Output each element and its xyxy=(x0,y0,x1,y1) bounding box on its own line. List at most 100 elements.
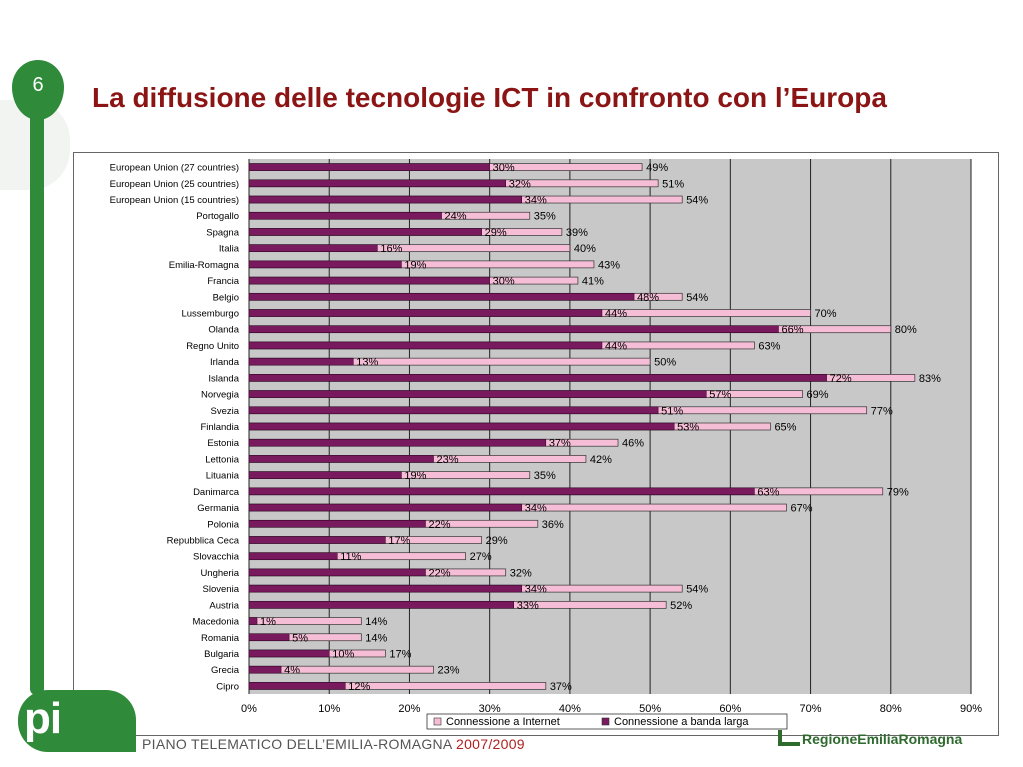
bar-broadband xyxy=(248,438,547,447)
category-label: Slovenia xyxy=(203,584,240,595)
value-label-internet: 43% xyxy=(598,259,620,271)
value-label-internet: 36% xyxy=(542,519,564,531)
x-tick-label: 90% xyxy=(960,703,982,715)
category-label: Slovacchia xyxy=(193,552,240,563)
bar-broadband xyxy=(248,341,603,350)
category-label: Finlandia xyxy=(200,422,239,433)
category-label: Olanda xyxy=(208,325,239,336)
category-label: Germania xyxy=(197,503,239,514)
x-tick-labels: 0% 10% 20% 30% 40% 50% 60% 70% 80% 90% xyxy=(241,703,982,715)
value-label-internet: 17% xyxy=(389,648,411,660)
value-label-broadband: 22% xyxy=(428,567,450,579)
bar-broadband xyxy=(248,374,827,382)
value-label-broadband: 11% xyxy=(340,551,361,563)
region-logo-text: RegioneEmiliaRomagna xyxy=(802,731,963,747)
value-label-internet: 54% xyxy=(686,292,708,304)
value-label-broadband: 4% xyxy=(284,665,300,677)
value-label-internet: 46% xyxy=(622,438,644,450)
bar-broadband xyxy=(248,179,506,188)
value-label-broadband: 30% xyxy=(493,276,515,288)
value-label-broadband: 19% xyxy=(404,470,426,482)
bar-broadband xyxy=(248,390,707,398)
legend: Connessione a Internet Connessione a ban… xyxy=(426,713,788,730)
legend-label-internet: Connessione a Internet xyxy=(446,716,560,728)
bar-broadband xyxy=(248,682,346,690)
value-label-broadband: 22% xyxy=(428,519,450,531)
value-label-internet: 54% xyxy=(686,584,708,596)
value-label-internet: 54% xyxy=(686,195,708,207)
bar-broadband xyxy=(248,471,402,479)
x-tick-label: 0% xyxy=(241,703,257,715)
value-label-internet: 52% xyxy=(670,600,692,612)
value-label-internet: 65% xyxy=(774,422,796,434)
value-label-broadband: 37% xyxy=(549,438,571,450)
value-label-broadband: 29% xyxy=(485,227,507,239)
value-label-broadband: 12% xyxy=(348,681,370,693)
value-label-broadband: 48% xyxy=(637,292,659,304)
bar-chart: European Union (27 countries) European Un… xyxy=(110,159,982,730)
footer-program-text: PIANO TELEMATICO DELL’EMILIA-ROMAGNA 200… xyxy=(142,736,525,752)
category-label: Bulgaria xyxy=(204,649,240,660)
value-label-broadband: 1% xyxy=(260,616,276,628)
category-label: Macedonia xyxy=(193,617,240,628)
value-label-internet: 49% xyxy=(646,162,668,174)
value-label-broadband: 63% xyxy=(757,486,779,498)
category-label: Lussemburgo xyxy=(181,309,239,320)
category-label: Svezia xyxy=(210,406,239,417)
value-label-broadband: 34% xyxy=(525,503,547,515)
bar-broadband xyxy=(248,455,434,463)
value-label-internet: 70% xyxy=(815,308,837,320)
bar-broadband xyxy=(248,195,523,204)
value-label-internet: 67% xyxy=(790,503,812,515)
bar-broadband xyxy=(248,665,282,674)
chart-frame: European Union (27 countries) European Un… xyxy=(73,152,999,736)
value-label-internet: 14% xyxy=(365,616,387,628)
bar-broadband xyxy=(248,228,482,236)
value-label-broadband: 72% xyxy=(830,373,852,385)
value-label-broadband: 66% xyxy=(781,324,803,336)
value-label-broadband: 13% xyxy=(356,357,378,369)
value-label-internet: 41% xyxy=(582,276,604,288)
value-label-broadband: 57% xyxy=(709,389,731,401)
category-label: Austria xyxy=(209,600,239,611)
value-label-broadband: 53% xyxy=(677,422,699,434)
value-label-internet: 80% xyxy=(895,324,917,336)
category-label: Spagna xyxy=(206,227,239,238)
category-label: Lituania xyxy=(206,471,240,482)
bar-broadband xyxy=(248,617,258,625)
brand-leaf-decoration xyxy=(12,60,64,120)
category-labels: European Union (27 countries) European Un… xyxy=(110,163,240,693)
value-label-broadband: 24% xyxy=(445,211,467,223)
bar-broadband xyxy=(248,520,426,528)
category-label: Emilia-Romagna xyxy=(169,260,240,271)
value-label-broadband: 33% xyxy=(517,600,539,612)
bar-broadband xyxy=(248,293,635,301)
slide-number: 6 xyxy=(32,74,44,96)
bar-broadband xyxy=(248,163,490,171)
pi-logo-background xyxy=(18,690,136,752)
bar-broadband xyxy=(248,276,490,285)
value-label-broadband: 17% xyxy=(388,535,410,547)
x-tick-label: 50% xyxy=(639,703,661,715)
bar-broadband xyxy=(248,503,523,512)
value-label-internet: 27% xyxy=(470,551,492,563)
bar-broadband xyxy=(248,536,386,544)
value-label-broadband: 16% xyxy=(380,243,402,255)
category-label: Portogallo xyxy=(196,211,239,222)
value-label-broadband: 19% xyxy=(404,259,426,271)
value-label-internet: 83% xyxy=(919,373,941,385)
x-tick-label: 40% xyxy=(559,703,581,715)
x-tick-label: 20% xyxy=(398,703,420,715)
value-label-internet: 29% xyxy=(486,535,508,547)
bar-broadband xyxy=(248,422,675,431)
category-label: Irlanda xyxy=(210,357,240,368)
region-logo: RegioneEmiliaRomagna xyxy=(778,730,962,747)
bar-broadband xyxy=(248,357,354,366)
value-label-internet: 51% xyxy=(662,178,684,190)
bar-broadband xyxy=(248,568,426,577)
category-label: Lettonia xyxy=(205,454,240,465)
legend-label-broadband: Connessione a banda larga xyxy=(614,716,749,728)
value-label-internet: 32% xyxy=(510,567,532,579)
bar-broadband xyxy=(248,633,290,642)
pi-logo: pi xyxy=(24,694,62,743)
